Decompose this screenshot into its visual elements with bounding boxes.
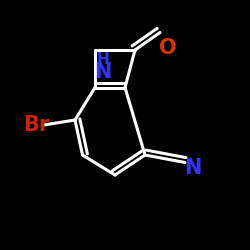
Text: N: N: [94, 62, 111, 82]
Text: N: N: [184, 158, 201, 178]
Text: O: O: [159, 38, 176, 58]
Text: H: H: [96, 52, 109, 68]
Text: Br: Br: [23, 115, 50, 135]
